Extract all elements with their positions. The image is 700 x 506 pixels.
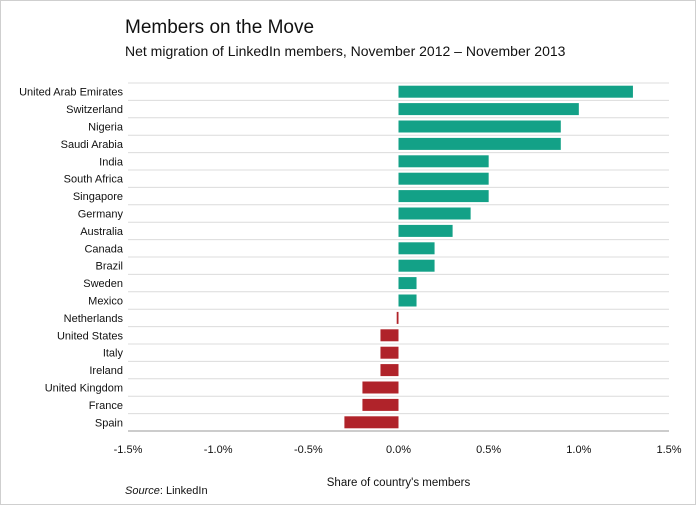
category-label: Nigeria: [88, 122, 124, 134]
bar: [362, 381, 399, 394]
bar: [344, 416, 399, 429]
source-label: Source: [125, 485, 160, 497]
category-label: Switzerland: [66, 104, 123, 116]
bar: [396, 311, 399, 324]
bar: [398, 120, 561, 133]
x-axis-label: Share of country's members: [327, 477, 471, 489]
bar: [398, 242, 435, 255]
x-tick-label: 1.5%: [656, 444, 681, 456]
bar: [380, 364, 399, 377]
category-labels: United Arab Emirates Switzerland Nigeria Sa…: [19, 87, 124, 430]
category-label: United States: [57, 330, 124, 342]
bars: [344, 85, 633, 429]
category-label: Germany: [78, 209, 124, 221]
bar: [362, 398, 399, 411]
bar: [398, 259, 435, 272]
chart-subtitle: Net migration of LinkedIn members, Novem…: [125, 43, 566, 59]
chart-title: Members on the Move: [125, 17, 315, 38]
x-tick-label: -1.0%: [204, 444, 233, 456]
x-tick-labels: -1.5% -1.0% -0.5% 0.0% 0.5% 1.0% 1.5%: [114, 444, 682, 456]
bar: [398, 155, 489, 168]
bar: [398, 294, 417, 307]
x-tick-label: -1.5%: [114, 444, 143, 456]
category-label: Ireland: [89, 365, 123, 377]
category-label: Brazil: [95, 261, 123, 273]
source-note: Source: LinkedIn: [125, 485, 208, 497]
category-label: Saudi Arabia: [61, 139, 124, 151]
bar: [398, 172, 489, 185]
bar: [398, 277, 417, 290]
category-label: India: [99, 156, 124, 168]
category-label: United Arab Emirates: [19, 87, 123, 99]
bar: [380, 346, 399, 359]
category-label: Mexico: [88, 296, 123, 308]
category-label: Australia: [80, 226, 124, 238]
source-text: : LinkedIn: [159, 485, 208, 497]
bar: [398, 207, 471, 220]
category-label: Italy: [103, 348, 124, 360]
x-tick-label: 0.5%: [476, 444, 501, 456]
bar: [398, 103, 579, 116]
bar: [398, 137, 561, 150]
x-tick-label: 1.0%: [566, 444, 591, 456]
bar: [398, 85, 633, 98]
bar: [398, 190, 489, 203]
category-label: South Africa: [64, 174, 124, 186]
category-label: Sweden: [83, 278, 123, 290]
category-label: United Kingdom: [45, 383, 123, 395]
gridlines: [128, 82, 669, 432]
x-tick-label: -0.5%: [294, 444, 323, 456]
category-label: Canada: [84, 243, 123, 255]
category-label: France: [89, 400, 123, 412]
category-label: Spain: [95, 417, 123, 429]
x-tick-label: 0.0%: [386, 444, 411, 456]
bar: [380, 329, 399, 342]
category-label: Netherlands: [64, 313, 124, 325]
bar: [398, 224, 453, 237]
category-label: Singapore: [73, 191, 123, 203]
